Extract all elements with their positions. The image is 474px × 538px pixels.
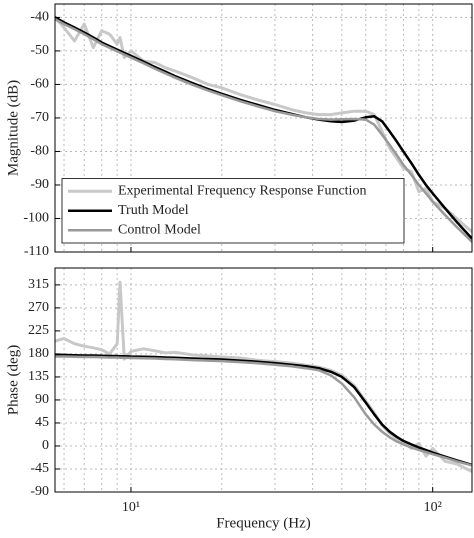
y-axis-label: Magnitude (dB) — [5, 80, 21, 176]
series-line — [55, 18, 472, 243]
plot-frame — [54, 3, 473, 253]
legend-label: Truth Model — [118, 203, 189, 218]
plot-area — [55, 268, 472, 492]
y-tick-label: -40 — [30, 10, 49, 25]
y-tick-label: 180 — [28, 346, 49, 361]
y-tick-label: 45 — [35, 415, 49, 430]
y-tick-label: -50 — [30, 43, 49, 58]
legend-label: Experimental Frequency Response Function — [118, 183, 366, 198]
series-group — [55, 280, 472, 473]
y-axis-label: Phase (deg) — [5, 345, 21, 415]
y-tick-label: 135 — [28, 369, 49, 384]
y-tick-label: 90 — [35, 392, 49, 407]
y-tick-label: 0 — [42, 438, 49, 453]
x-axis-label: Frequency (Hz) — [216, 515, 311, 531]
x-tick-label: 10² — [424, 500, 442, 515]
y-tick-label: -110 — [24, 244, 49, 259]
x-tick-label: 10¹ — [122, 500, 140, 515]
y-tick-label: 270 — [28, 300, 49, 315]
series-line — [55, 16, 472, 240]
y-tick-label: 315 — [28, 277, 49, 292]
plot-frame — [54, 267, 473, 493]
y-tick-label: -70 — [30, 110, 49, 125]
series-line — [55, 353, 472, 467]
legend-box — [61, 178, 405, 244]
series-group — [55, 16, 472, 243]
y-tick-label: -45 — [30, 461, 49, 476]
y-tick-label: -80 — [30, 144, 49, 159]
series-line — [55, 355, 472, 467]
legend-label: Control Model — [118, 222, 201, 237]
y-tick-label: -60 — [30, 77, 49, 92]
y-tick-label: 225 — [28, 323, 49, 338]
y-tick-label: -90 — [30, 177, 49, 192]
y-tick-label: -90 — [30, 484, 49, 499]
y-tick-label: -100 — [23, 211, 49, 226]
